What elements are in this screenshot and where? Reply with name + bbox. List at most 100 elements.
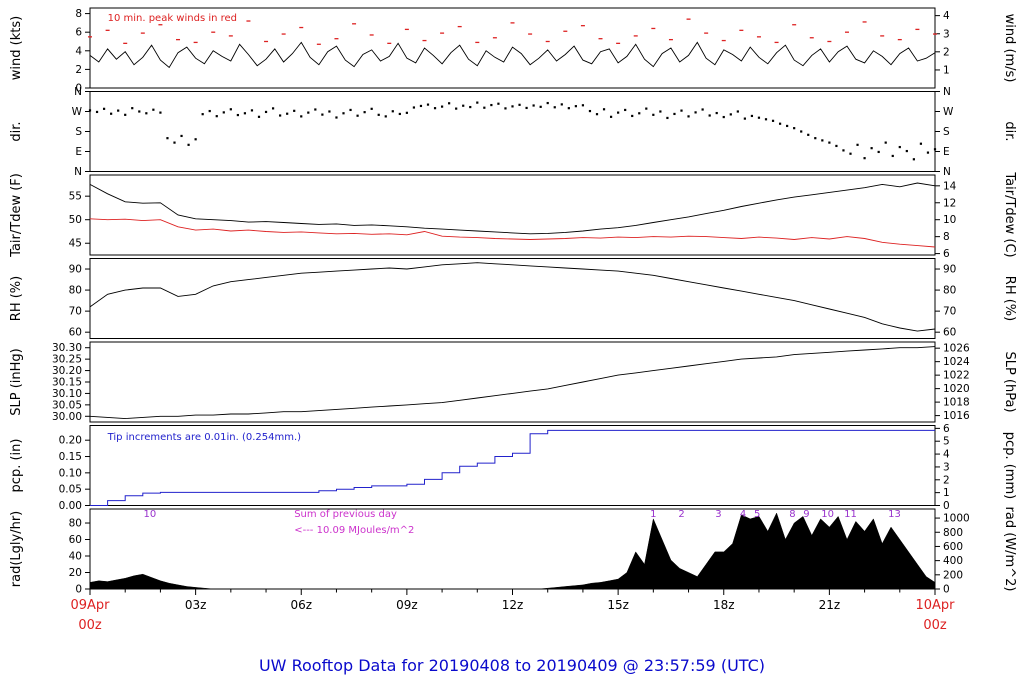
svg-text:2: 2 bbox=[943, 46, 950, 58]
svg-text:30.15: 30.15 bbox=[52, 377, 82, 389]
annotation: 1 bbox=[650, 509, 656, 520]
axis-label-left-rh: RH (%) bbox=[9, 276, 24, 321]
annotation: 10 bbox=[143, 509, 156, 520]
svg-text:80: 80 bbox=[943, 285, 956, 297]
svg-text:80: 80 bbox=[69, 285, 82, 297]
svg-text:6: 6 bbox=[943, 248, 950, 260]
annotation: 2 bbox=[678, 509, 684, 520]
svg-text:2: 2 bbox=[75, 64, 82, 76]
panel-slp: 30.0030.0530.1030.1530.2030.2530.3010161… bbox=[9, 341, 1017, 423]
series-precipitation bbox=[90, 429, 935, 506]
svg-text:1000: 1000 bbox=[943, 513, 970, 525]
svg-text:N: N bbox=[943, 166, 951, 178]
svg-text:1018: 1018 bbox=[943, 397, 970, 409]
svg-text:90: 90 bbox=[69, 264, 82, 276]
axis-label-right-rh: RH (%) bbox=[1002, 276, 1017, 321]
svg-text:80: 80 bbox=[69, 518, 82, 530]
axis-label-right-rad: rad (W/m^2) bbox=[1002, 507, 1017, 592]
svg-text:200: 200 bbox=[943, 569, 963, 581]
annotation: 11 bbox=[844, 509, 857, 520]
series-solar-radiation bbox=[89, 512, 936, 590]
svg-text:600: 600 bbox=[943, 541, 963, 553]
axis-label-right-slp: SLP (hPa) bbox=[1002, 351, 1017, 412]
svg-text:70: 70 bbox=[69, 306, 82, 318]
panel-temp: 45 50 55 6 8 10 12 14 Tair/Tdew (F) Tair/Tdew (C) bbox=[9, 171, 1017, 260]
axis-label-left-wind: wind (kts) bbox=[9, 16, 24, 80]
svg-text:45: 45 bbox=[69, 238, 82, 250]
svg-text:0: 0 bbox=[75, 83, 82, 95]
series-wind-average bbox=[89, 41, 936, 69]
svg-text:3: 3 bbox=[943, 28, 950, 40]
x-end-date: 10Apr bbox=[915, 598, 955, 613]
svg-text:0: 0 bbox=[943, 500, 950, 512]
series-tair bbox=[89, 182, 936, 235]
svg-text:50: 50 bbox=[69, 214, 82, 226]
svg-text:W: W bbox=[943, 106, 954, 118]
series-relative-humidity bbox=[89, 262, 936, 332]
x-tick-label: 21z bbox=[819, 598, 841, 612]
annotation: 10 bbox=[821, 509, 834, 520]
meteogram-chart: 0 2 4 6 8 1 2 3 4 wind (kts) wind (m/s) 10 min. pea… bbox=[9, 7, 1017, 633]
svg-text:E: E bbox=[75, 146, 82, 158]
series-wind-direction bbox=[88, 101, 937, 161]
svg-text:10: 10 bbox=[943, 214, 956, 226]
panel-wind: 0 2 4 6 8 1 2 3 4 wind (kts) wind (m/s) 10 min. pea… bbox=[9, 7, 1017, 95]
svg-text:0.20: 0.20 bbox=[59, 435, 82, 447]
svg-text:30.20: 30.20 bbox=[52, 365, 82, 377]
annotation: Tip increments are 0.01in. (0.254mm.) bbox=[107, 432, 302, 443]
axis-label-right-wind: wind (m/s) bbox=[1002, 14, 1017, 83]
annotation: 5 bbox=[754, 509, 760, 520]
svg-text:5: 5 bbox=[943, 436, 950, 448]
svg-text:30.05: 30.05 bbox=[52, 399, 82, 411]
svg-text:30.10: 30.10 bbox=[52, 388, 82, 400]
x-tick-label: 18z bbox=[713, 598, 735, 612]
axis-label-left-pcp: pcp. (in) bbox=[9, 439, 24, 493]
series-wind-peak bbox=[88, 18, 937, 45]
svg-text:0: 0 bbox=[75, 584, 82, 596]
annotation: 8 bbox=[789, 509, 795, 520]
svg-text:N: N bbox=[74, 166, 82, 178]
svg-text:S: S bbox=[75, 126, 82, 138]
svg-text:0.15: 0.15 bbox=[59, 451, 82, 463]
svg-text:1022: 1022 bbox=[943, 370, 970, 382]
svg-text:400: 400 bbox=[943, 555, 963, 567]
annotation: <--- 10.09 MJoules/m^2 bbox=[294, 525, 414, 536]
x-tick-label: 06z bbox=[290, 598, 312, 612]
svg-text:55: 55 bbox=[69, 191, 82, 203]
svg-text:W: W bbox=[72, 106, 83, 118]
axis-label-right-dir: dir. bbox=[1002, 121, 1017, 141]
x-tick-label: 15z bbox=[607, 598, 629, 612]
svg-text:60: 60 bbox=[943, 327, 956, 339]
svg-text:2: 2 bbox=[943, 474, 950, 486]
x-tick-label: 12z bbox=[502, 598, 524, 612]
annotation: 10 min. peak winds in red bbox=[108, 13, 237, 24]
annotation: 4 bbox=[740, 509, 746, 520]
svg-text:E: E bbox=[943, 146, 950, 158]
svg-text:6: 6 bbox=[75, 27, 82, 39]
svg-text:4: 4 bbox=[75, 45, 82, 57]
annotation: 3 bbox=[715, 509, 721, 520]
series-sea-level-pressure bbox=[89, 346, 936, 420]
annotation: Sum of previous day bbox=[294, 509, 397, 520]
svg-text:0.10: 0.10 bbox=[59, 467, 82, 479]
axis-label-right-temp: Tair/Tdew (C) bbox=[1002, 171, 1017, 257]
svg-text:30.00: 30.00 bbox=[52, 411, 82, 423]
axis-label-left-dir: dir. bbox=[9, 121, 24, 141]
chart-title: UW Rooftop Data for 20190408 to 20190409… bbox=[258, 656, 766, 675]
svg-text:800: 800 bbox=[943, 527, 963, 539]
svg-text:1020: 1020 bbox=[943, 383, 970, 395]
svg-text:0.00: 0.00 bbox=[59, 500, 82, 512]
svg-text:4: 4 bbox=[943, 10, 950, 22]
svg-text:0: 0 bbox=[943, 584, 950, 596]
panel-rh: 60 70 80 90 60 70 80 90 RH (%) RH (%) bbox=[9, 258, 1017, 339]
svg-text:4: 4 bbox=[943, 449, 950, 461]
svg-text:S: S bbox=[943, 126, 950, 138]
svg-text:14: 14 bbox=[943, 180, 957, 192]
svg-text:1: 1 bbox=[943, 64, 950, 76]
axis-label-left-rad: rad(Lgly/hr) bbox=[9, 511, 24, 587]
annotation: 13 bbox=[888, 509, 901, 520]
x-end-hour: 00z bbox=[923, 618, 947, 633]
